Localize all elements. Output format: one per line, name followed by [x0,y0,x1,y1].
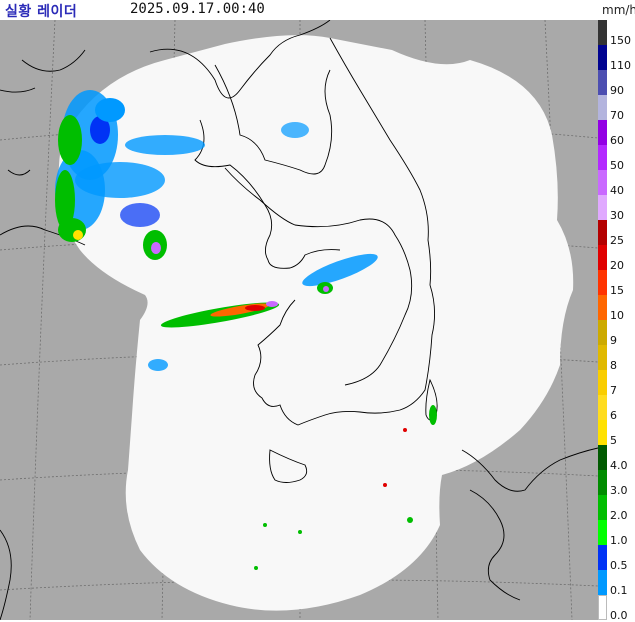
legend-row: 70 [598,95,635,122]
legend-row: 6 [598,395,635,422]
legend-row: 9 [598,320,635,347]
legend-row: 150 [598,20,635,47]
legend-label: 15 [610,284,624,297]
precipitation-legend: 150 110 90 70 60 50 40 30 25 20 15 10 9 8 7 6 5 4.0 3.0 2.0… [598,20,635,622]
radar-coverage-area [58,35,574,611]
legend-swatch [598,420,607,445]
legend-label: 20 [610,259,624,272]
legend-row: 0.0 [598,595,635,622]
legend-row: 60 [598,120,635,147]
legend-row: 110 [598,45,635,72]
legend-swatch [598,545,607,570]
legend-label: 4.0 [610,459,628,472]
legend-swatch [598,320,607,345]
legend-swatch [598,270,607,295]
legend-row: 4.0 [598,445,635,472]
legend-row: 0.5 [598,545,635,572]
legend-swatch [598,195,607,220]
legend-swatch [598,20,607,45]
legend-label: 0.5 [610,559,628,572]
legend-row: 0.1 [598,570,635,597]
legend-label: 60 [610,134,624,147]
legend-swatch [598,295,607,320]
legend-label: 0.0 [610,609,628,622]
legend-label: 1.0 [610,534,628,547]
legend-row: 50 [598,145,635,172]
legend-label: 8 [610,359,617,372]
legend-swatch [598,145,607,170]
legend-swatch [598,45,607,70]
legend-row: 90 [598,70,635,97]
legend-row: 10 [598,295,635,322]
legend-label: 7 [610,384,617,397]
legend-label: 9 [610,334,617,347]
legend-row: 2.0 [598,495,635,522]
legend-label: 40 [610,184,624,197]
legend-swatch [598,370,607,395]
legend-row: 20 [598,245,635,272]
radar-map[interactable] [0,20,598,620]
header-bar: 실황 레이더 2025.09.17.00:40 mm/h [0,0,635,20]
legend-label: 50 [610,159,624,172]
legend-swatch [598,470,607,495]
legend-row: 7 [598,370,635,397]
legend-swatch [598,220,607,245]
legend-row: 8 [598,345,635,372]
legend-swatch [598,445,607,470]
observation-timestamp: 2025.09.17.00:40 [130,1,265,17]
legend-label: 30 [610,209,624,222]
coastlines [0,20,598,620]
legend-swatch [598,245,607,270]
legend-label: 0.1 [610,584,628,597]
legend-swatch [598,345,607,370]
legend-swatch [598,570,607,595]
page-title: 실황 레이더 [5,4,78,20]
legend-label: 110 [610,59,631,72]
legend-swatch [598,70,607,95]
legend-label: 6 [610,409,617,422]
legend-row: 40 [598,170,635,197]
legend-label: 25 [610,234,624,247]
legend-swatch [598,95,607,120]
legend-row: 3.0 [598,470,635,497]
legend-label: 2.0 [610,509,628,522]
legend-swatch [598,520,607,545]
legend-label: 10 [610,309,624,322]
legend-swatch [598,395,607,420]
legend-row: 25 [598,220,635,247]
legend-swatch [598,495,607,520]
legend-row: 5 [598,420,635,447]
legend-row: 1.0 [598,520,635,547]
legend-row: 30 [598,195,635,222]
legend-label: 70 [610,109,624,122]
legend-label: 90 [610,84,624,97]
legend-swatch [598,170,607,195]
radar-map-canvas [0,20,598,620]
legend-label: 3.0 [610,484,628,497]
legend-swatch [598,120,607,145]
legend-swatch [598,595,607,620]
legend-label: 150 [610,34,631,47]
legend-label: 5 [610,434,617,447]
legend-unit: mm/h [602,3,635,17]
precipitation-echoes [55,90,437,570]
legend-row: 15 [598,270,635,297]
